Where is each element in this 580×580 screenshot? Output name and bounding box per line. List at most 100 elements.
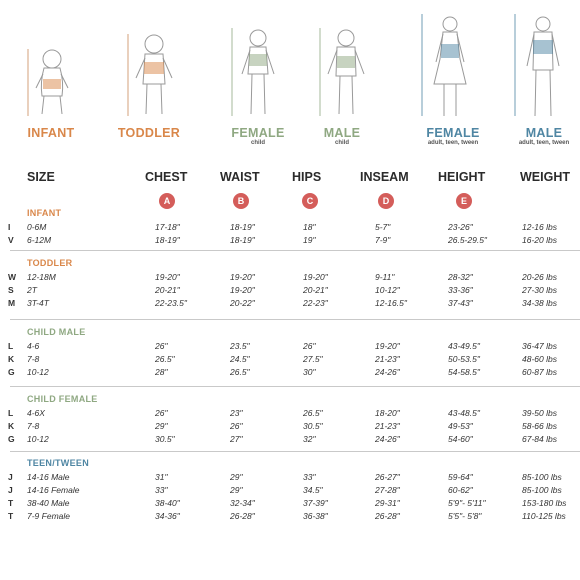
cell-size: 38-40 Male bbox=[27, 498, 70, 508]
cell-weight: 153-180 lbs bbox=[522, 498, 567, 508]
cell-weight: 67-84 lbs bbox=[522, 434, 557, 444]
cell-waist: 29" bbox=[230, 485, 243, 495]
section-divider bbox=[10, 250, 580, 251]
badge-inseam: D bbox=[378, 193, 394, 209]
cell-hips: 19" bbox=[303, 235, 316, 245]
size-code: L bbox=[8, 408, 14, 418]
table-row: W 12-18M 19-20" 19-20" 19-20" 9-11" 28-32" 20-2… bbox=[0, 272, 580, 284]
cell-height: 23-26" bbox=[448, 222, 473, 232]
cell-weight: 16-20 lbs bbox=[522, 235, 557, 245]
size-code: G bbox=[8, 367, 15, 377]
table-row: M 3T-4T 22-23.5" 20-22" 22-23" 12-16.5" 37-43"… bbox=[0, 298, 580, 310]
table-row: T 7-9 Female 34-36" 26-28" 36-38" 26-28" 5'5"-… bbox=[0, 511, 580, 523]
cell-height: 43-48.5" bbox=[448, 408, 480, 418]
cell-weight: 60-87 lbs bbox=[522, 367, 557, 377]
cell-height: 49-53" bbox=[448, 421, 473, 431]
cell-waist: 23.5" bbox=[230, 341, 250, 351]
cell-waist: 26-28" bbox=[230, 511, 255, 521]
cell-weight: 36-47 lbs bbox=[522, 341, 557, 351]
cell-chest: 31" bbox=[155, 472, 168, 482]
category-sub: adult, teen, tween bbox=[518, 140, 570, 146]
cell-chest: 33" bbox=[155, 485, 168, 495]
cell-size: 10-12 bbox=[27, 367, 49, 377]
figure-toddler bbox=[118, 4, 188, 120]
cell-inseam: 7-9" bbox=[375, 235, 391, 245]
size-code: T bbox=[8, 498, 14, 508]
category-male-adult: MALE adult, teen, tween bbox=[508, 126, 580, 146]
size-code: T bbox=[8, 511, 14, 521]
cell-weight: 39-50 lbs bbox=[522, 408, 557, 418]
column-height: HEIGHT bbox=[438, 170, 486, 184]
cell-hips: 37-39" bbox=[303, 498, 328, 508]
cell-hips: 26" bbox=[303, 341, 316, 351]
column-inseam: INSEAM bbox=[360, 170, 409, 184]
column-hips: HIPS bbox=[292, 170, 322, 184]
figure-infant bbox=[18, 4, 88, 120]
badge-height: E bbox=[456, 193, 472, 209]
size-code: V bbox=[8, 235, 14, 245]
cell-hips: 32" bbox=[303, 434, 316, 444]
cell-chest: 19-20" bbox=[155, 272, 180, 282]
cell-inseam: 9-11" bbox=[375, 272, 395, 282]
cell-hips: 36-38" bbox=[303, 511, 328, 521]
table-row: G 10-12 28" 26.5" 30" 24-26" 54-58.5" 60-87 lbs bbox=[0, 367, 580, 379]
cell-waist: 19-20" bbox=[230, 285, 255, 295]
table-row: V 6-12M 18-19" 18-19" 19" 7-9" 26.5-29.5" 16-20… bbox=[0, 235, 580, 247]
figure-female-child bbox=[222, 4, 292, 120]
cell-size: 12-18M bbox=[27, 272, 56, 282]
cell-waist: 23" bbox=[230, 408, 243, 418]
cell-weight: 34-38 lbs bbox=[522, 298, 557, 308]
table-row: J 14-16 Female 33" 29" 34.5" 27-28" 60-62" 85-1… bbox=[0, 485, 580, 497]
cell-chest: 30.5" bbox=[155, 434, 175, 444]
cell-weight: 48-60 lbs bbox=[522, 354, 557, 364]
cell-waist: 24.5" bbox=[230, 354, 250, 364]
cell-weight: 85-100 lbs bbox=[522, 485, 562, 495]
cell-chest: 38-40" bbox=[155, 498, 180, 508]
column-chest: CHEST bbox=[145, 170, 188, 184]
cell-height: 28-32" bbox=[448, 272, 473, 282]
column-weight: WEIGHT bbox=[520, 170, 570, 184]
cell-inseam: 29-31" bbox=[375, 498, 400, 508]
category-female-child: FEMALE child bbox=[226, 126, 290, 146]
cell-weight: 85-100 lbs bbox=[522, 472, 562, 482]
cell-inseam: 26-27" bbox=[375, 472, 400, 482]
cell-hips: 19-20" bbox=[303, 272, 328, 282]
section-divider bbox=[10, 451, 580, 452]
cell-size: 4-6 bbox=[27, 341, 40, 351]
cell-waist: 18-19" bbox=[230, 222, 255, 232]
cell-height: 60-62" bbox=[448, 485, 473, 495]
badge-chest: A bbox=[159, 193, 175, 209]
cell-inseam: 24-26" bbox=[375, 367, 400, 377]
size-code: J bbox=[8, 485, 13, 495]
cell-size: 2T bbox=[27, 285, 37, 295]
cell-inseam: 21-23" bbox=[375, 354, 400, 364]
category-label: FEMALE bbox=[231, 126, 285, 140]
cell-height: 43-49.5" bbox=[448, 341, 480, 351]
badge-hips: C bbox=[302, 193, 318, 209]
cell-height: 54-58.5" bbox=[448, 367, 480, 377]
cell-chest: 20-21" bbox=[155, 285, 180, 295]
cell-weight: 58-66 lbs bbox=[522, 421, 557, 431]
cell-chest: 18-19" bbox=[155, 235, 180, 245]
table-row: I 0-6M 17-18" 18-19" 18" 5-7" 23-26" 12-16 lbs bbox=[0, 222, 580, 234]
cell-waist: 32-34" bbox=[230, 498, 255, 508]
category-infant: INFANT bbox=[20, 126, 82, 140]
table-row: K 7-8 29" 26" 30.5" 21-23" 49-53" 58-66 lbs bbox=[0, 421, 580, 433]
table-row: L 4-6 26" 23.5" 26" 19-20" 43-49.5" 36-47 lbs bbox=[0, 341, 580, 353]
cell-hips: 22-23" bbox=[303, 298, 328, 308]
size-code: J bbox=[8, 472, 13, 482]
category-label: TODDLER bbox=[117, 126, 181, 140]
cell-height: 50-53.5" bbox=[448, 354, 480, 364]
column-waist: WAIST bbox=[220, 170, 260, 184]
cell-chest: 22-23.5" bbox=[155, 298, 187, 308]
size-code: G bbox=[8, 434, 15, 444]
cell-waist: 26.5" bbox=[230, 367, 250, 377]
cell-inseam: 5-7" bbox=[375, 222, 391, 232]
category-sub: adult, teen, tween bbox=[427, 140, 479, 146]
cell-waist: 19-20" bbox=[230, 272, 255, 282]
category-label: FEMALE bbox=[426, 126, 480, 140]
cell-hips: 20-21" bbox=[303, 285, 328, 295]
column-size: SIZE bbox=[27, 170, 55, 184]
cell-hips: 33" bbox=[303, 472, 316, 482]
size-code: K bbox=[8, 354, 15, 364]
